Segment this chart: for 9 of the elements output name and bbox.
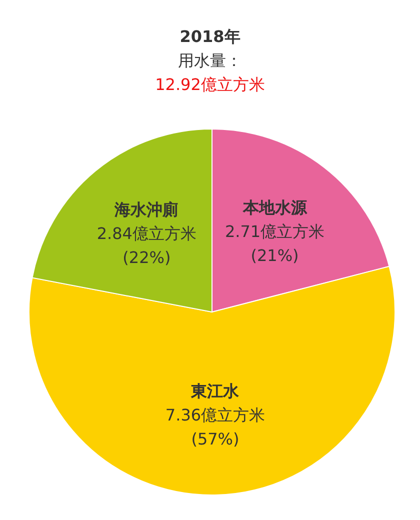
- text: 12.92億立方米: [155, 75, 265, 94]
- slice-label: 海水沖廁: [114, 200, 179, 220]
- data-label: 2.84億立方米 (22%): [96, 224, 196, 268]
- slice-label: 東江水: [190, 381, 240, 400]
- data-label: 7.36億立方米 (57%): [165, 405, 266, 448]
- data-label: 2.71億立方米 (21%): [224, 222, 325, 266]
- chart-title: 2018年: [180, 27, 240, 46]
- slice-label: 本地水源: [242, 198, 308, 218]
- chart-subtitle: 用水量：: [178, 51, 242, 70]
